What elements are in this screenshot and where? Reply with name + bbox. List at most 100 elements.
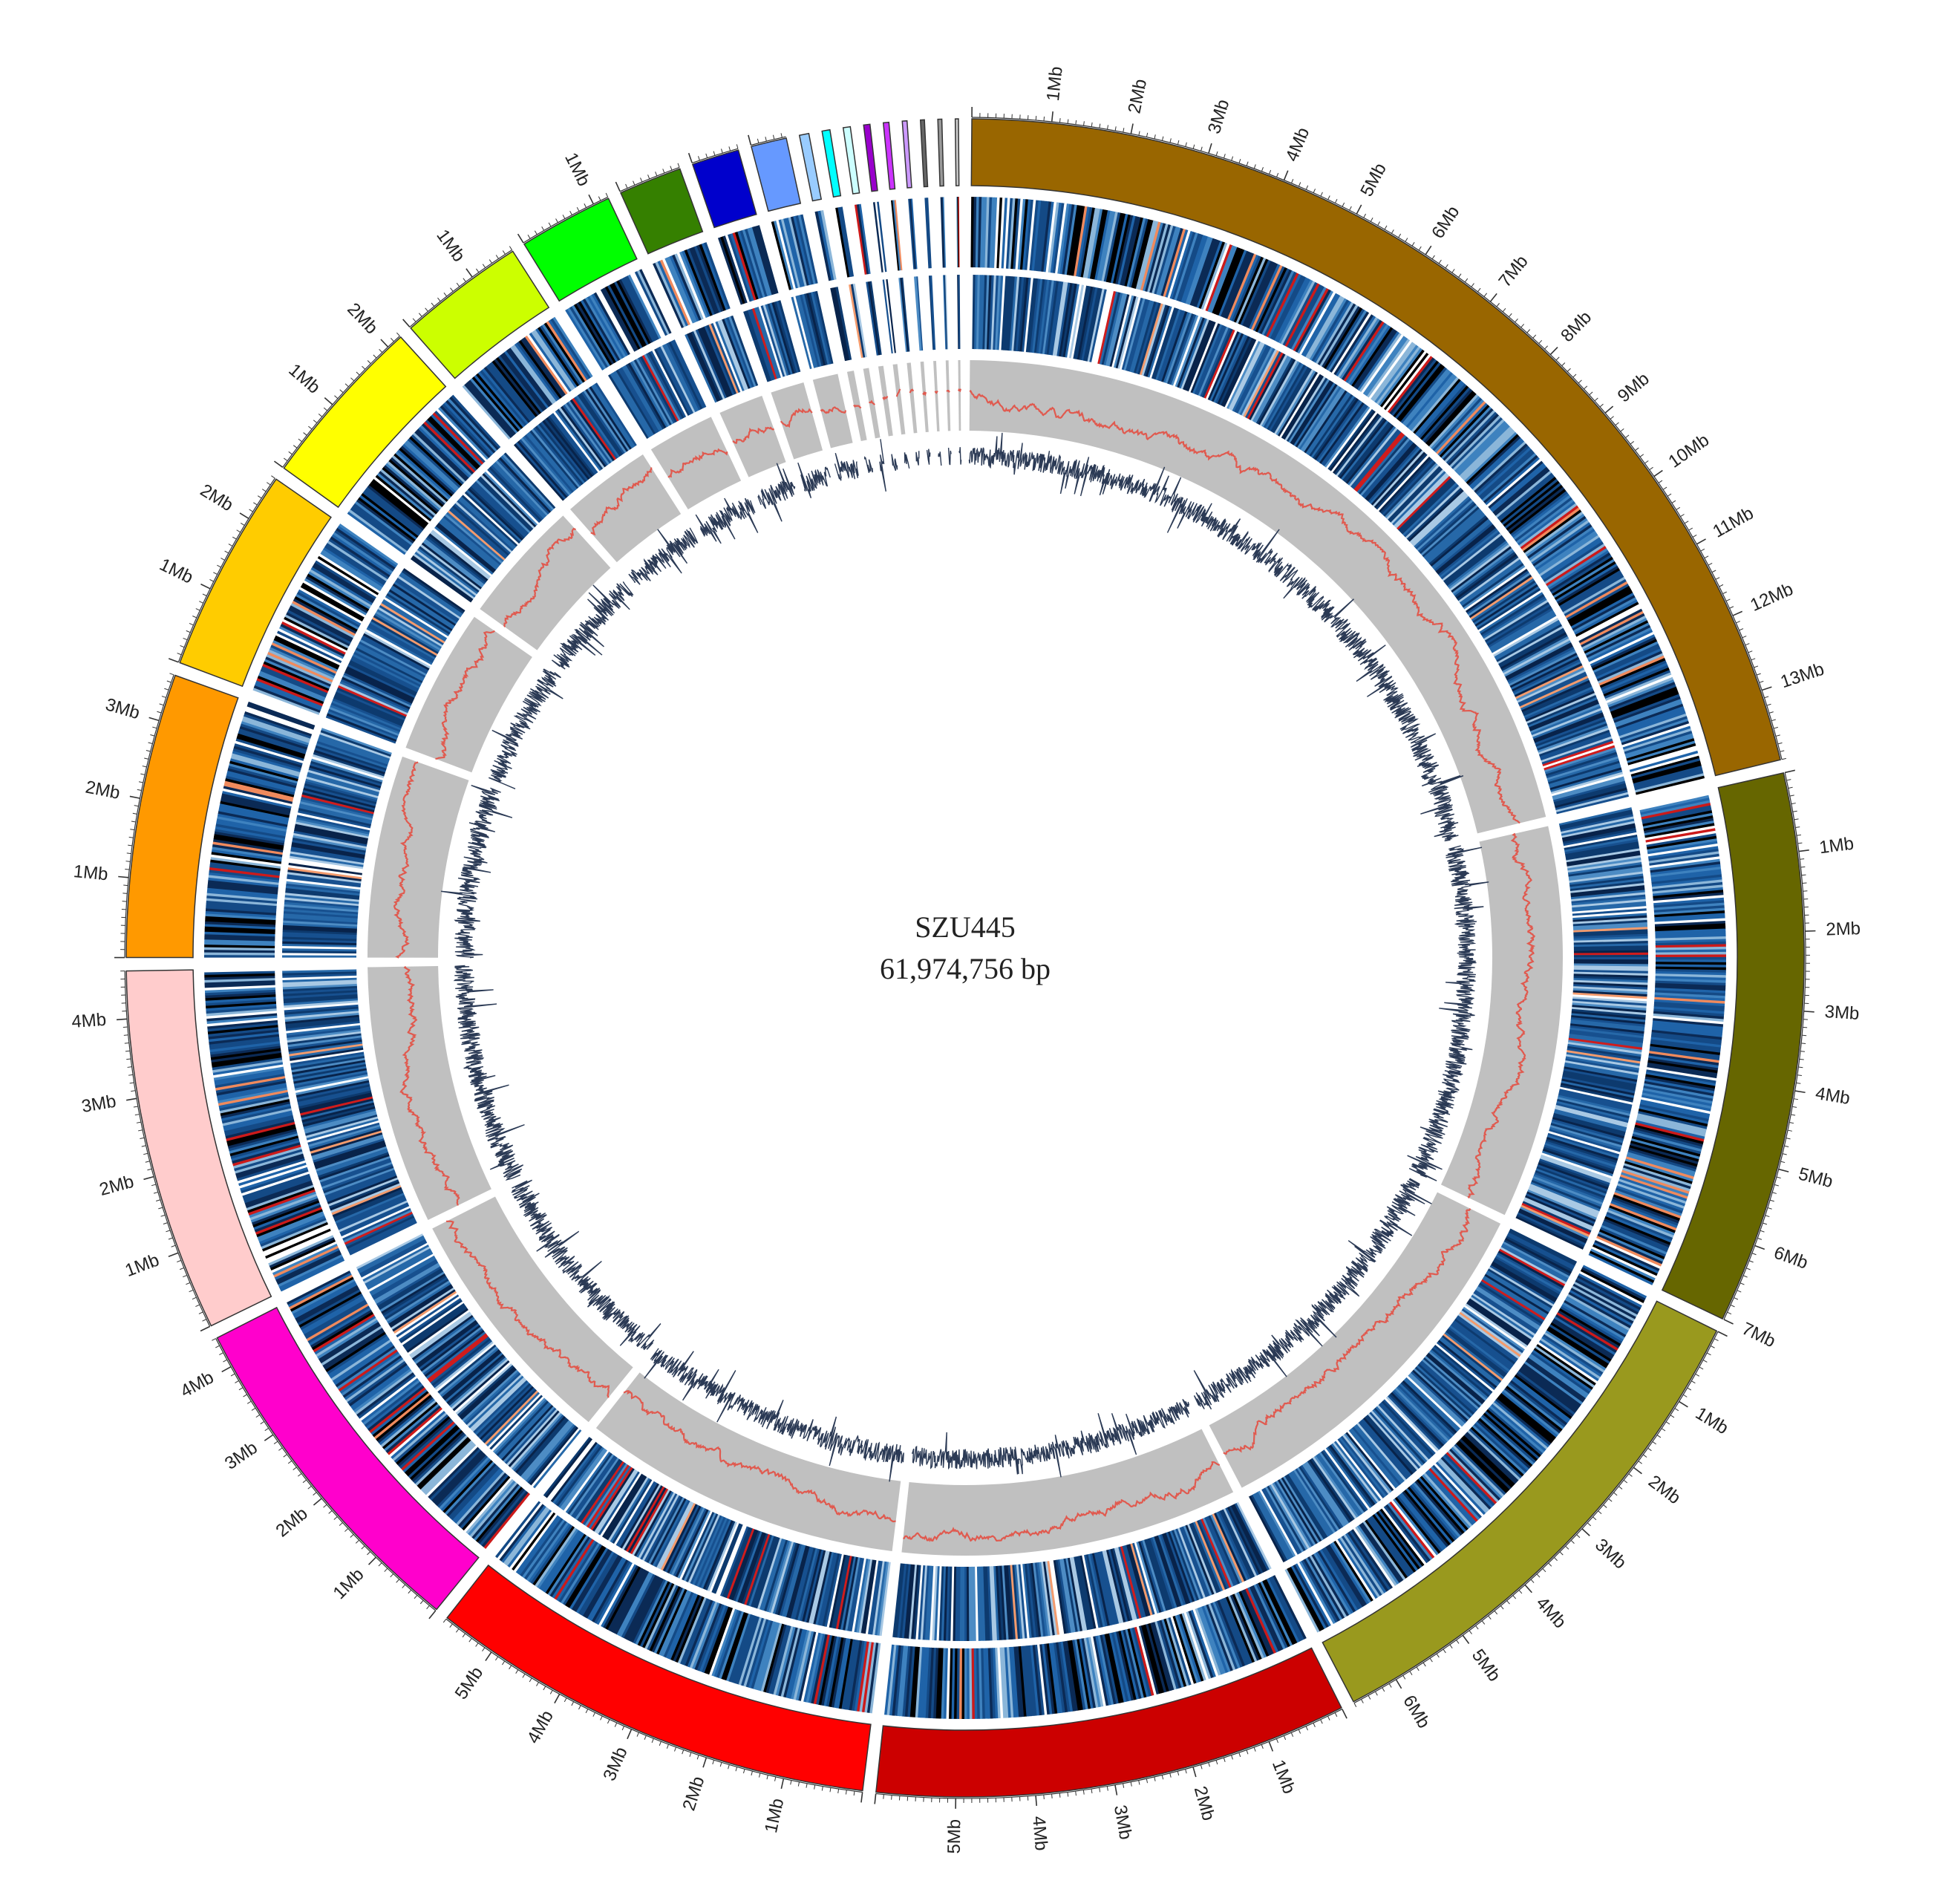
heat-outer-cell — [335, 1345, 396, 1388]
tick-baseline — [619, 166, 680, 192]
tick-mark — [293, 1467, 297, 1470]
heat-inner-cell — [405, 1306, 468, 1351]
heat-inner-cell — [285, 885, 360, 896]
tick-baseline — [282, 336, 400, 468]
tick-mark — [853, 1791, 855, 1796]
heat-inner-cell — [1073, 285, 1089, 359]
heat-inner-cell — [1145, 305, 1171, 377]
tick-mark — [402, 1584, 406, 1588]
heat-inner-cell — [1463, 1305, 1526, 1350]
tick-mark — [571, 1701, 575, 1706]
heat-inner-cell — [1081, 287, 1098, 361]
heat-inner-cell — [1040, 280, 1053, 354]
heat-outer-cell — [448, 1464, 498, 1519]
heat-inner-cell — [1218, 336, 1252, 406]
heat-inner-cell — [455, 1363, 513, 1415]
heat-outer-cell — [269, 647, 336, 679]
heat-outer-cell — [1449, 415, 1501, 468]
heat-outer-cell — [1010, 1646, 1019, 1718]
heat-inner-cell — [1105, 293, 1126, 366]
heat-outer-cell — [1104, 1634, 1122, 1704]
heat-inner-cell — [283, 920, 358, 927]
tick-mark — [1665, 1421, 1670, 1425]
heat-inner-cell — [697, 328, 729, 398]
heat-inner-cell — [1542, 1148, 1614, 1175]
heat-inner-cell — [479, 1386, 535, 1441]
heat-inner-cell — [1567, 1042, 1642, 1055]
heat-outer-cell — [1627, 1152, 1696, 1175]
heat-inner-cell — [290, 846, 365, 861]
tick-mark — [1146, 132, 1149, 137]
heat-inner-cell — [1549, 1126, 1621, 1150]
heat-inner-cell — [610, 373, 651, 438]
heat-outer-cell — [1532, 1349, 1592, 1392]
heat-outer-cell — [1618, 1176, 1688, 1202]
gc-line-chr23 — [946, 389, 950, 393]
tick-mark — [1223, 154, 1226, 159]
heat-inner-cell — [1380, 458, 1433, 515]
heat-inner-cell — [290, 853, 364, 867]
heat-outer-cell — [221, 793, 292, 812]
heat-outer-cell — [278, 1253, 343, 1288]
heat-outer-cell — [1544, 544, 1606, 584]
heat-inner-cell — [1451, 546, 1512, 593]
heat-inner-cell — [313, 749, 386, 774]
heat-outer-cell — [1465, 1432, 1519, 1483]
heat-outer-cell — [1383, 1505, 1429, 1564]
heat-outer-cell — [212, 1054, 282, 1068]
ideogram-chr21 — [901, 120, 912, 189]
heat-inner-cell — [1363, 440, 1414, 499]
heat-outer-cell — [206, 1017, 278, 1027]
heat-outer-cell — [518, 339, 563, 399]
gc-skew-line-chr17 — [879, 439, 886, 492]
tick-mark — [1803, 1011, 1814, 1013]
heat-inner-cell — [458, 498, 515, 550]
heat-outer-cell — [589, 1558, 627, 1622]
tick-mark — [1368, 1695, 1371, 1700]
tick-mark — [1353, 1703, 1357, 1707]
gc-line-chr20 — [909, 388, 915, 394]
heat-outer-cell — [434, 410, 486, 463]
tick-mark — [428, 1610, 437, 1619]
heat-inner-cell — [1004, 275, 1013, 350]
heat-outer-cell — [256, 1208, 323, 1238]
heat-outer-cell — [1250, 264, 1283, 330]
heat-outer-cell — [745, 228, 768, 297]
tick-label-chr6-3: 3Mb — [221, 1438, 261, 1474]
heat-inner-cell — [336, 1196, 406, 1228]
tick-mark — [1496, 303, 1500, 307]
tick-mark — [142, 766, 147, 768]
heat-outer-cell — [231, 753, 301, 775]
heat-outer-cell — [1008, 198, 1016, 270]
heat-outer-cell — [298, 1291, 362, 1328]
heat-inner-cell — [347, 1219, 416, 1253]
ideogram-chr18 — [842, 125, 860, 195]
heat-inner-cell — [1437, 1340, 1497, 1389]
heat-inner-cell — [391, 1288, 456, 1332]
heat-inner-cell — [849, 284, 864, 359]
heat-inner-cell — [373, 1262, 440, 1302]
heat-inner-cell — [414, 1318, 476, 1365]
heat-inner-cell — [1467, 1299, 1531, 1344]
heat-outer-cell — [1522, 1363, 1581, 1407]
heat-inner-cell — [1295, 1468, 1338, 1533]
heat-outer-cell — [587, 1556, 624, 1620]
heat-outer-cell — [721, 1611, 746, 1680]
heat-inner-cell — [300, 1096, 373, 1116]
heat-inner-cell — [304, 780, 378, 803]
heat-outer-cell — [206, 1012, 278, 1022]
heat-outer-cell — [637, 1581, 670, 1646]
tick-mark — [308, 425, 313, 430]
heat-outer-cell — [1628, 746, 1697, 769]
tick-mark — [1633, 1467, 1642, 1475]
heat-outer-cell — [204, 939, 275, 944]
tick-mark — [636, 1732, 639, 1737]
heat-outer-cell — [1624, 1158, 1693, 1182]
heat-inner-cell — [1560, 814, 1634, 832]
tick-mark — [1695, 1373, 1700, 1377]
tick-mark — [607, 1719, 610, 1724]
gc-skew-line-chr8 — [440, 784, 513, 959]
heat-inner-cell — [1483, 599, 1549, 642]
heat-inner-cell — [1048, 281, 1062, 356]
heat-outer-cell — [303, 580, 366, 618]
